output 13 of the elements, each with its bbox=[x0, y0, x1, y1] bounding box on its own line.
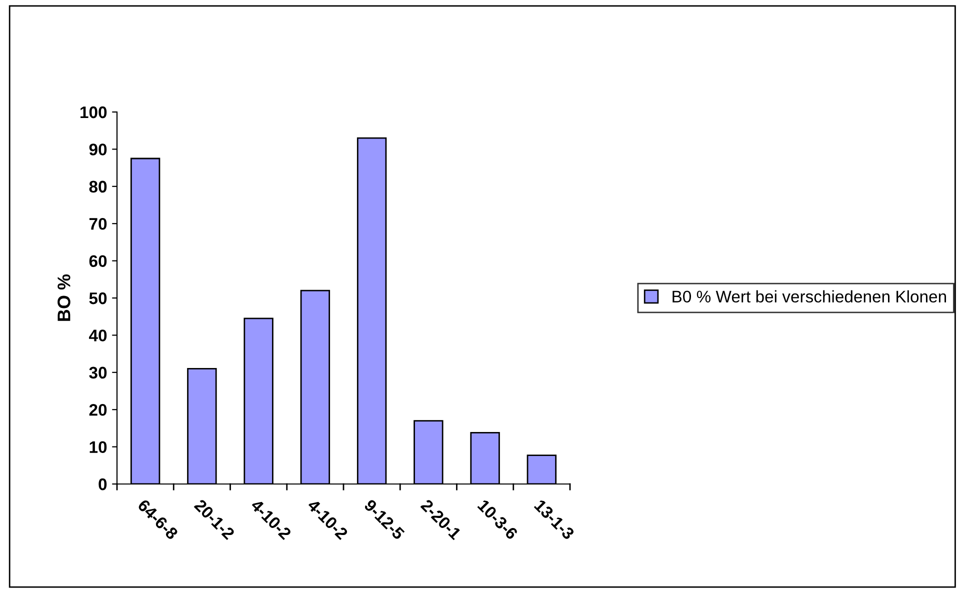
y-tick-label: 90 bbox=[89, 144, 107, 156]
y-tick-label: 40 bbox=[88, 330, 107, 342]
y-tick-label: 0 bbox=[98, 478, 107, 490]
y-tick-label: 60 bbox=[89, 255, 107, 268]
y-axis-title: BO % bbox=[58, 274, 70, 321]
y-tick-label: 50 bbox=[89, 292, 107, 304]
y-tick-label: 30 bbox=[89, 366, 107, 379]
y-tick-label: 10 bbox=[90, 441, 107, 454]
legend-label: B0 % Wert bei verschiedenen Klonen bbox=[672, 290, 946, 303]
y-tick-label: 20 bbox=[89, 404, 107, 416]
y-tick-label: 80 bbox=[89, 180, 107, 193]
y-tick-label: 70 bbox=[89, 218, 107, 230]
y-tick-label: 100 bbox=[80, 106, 107, 118]
